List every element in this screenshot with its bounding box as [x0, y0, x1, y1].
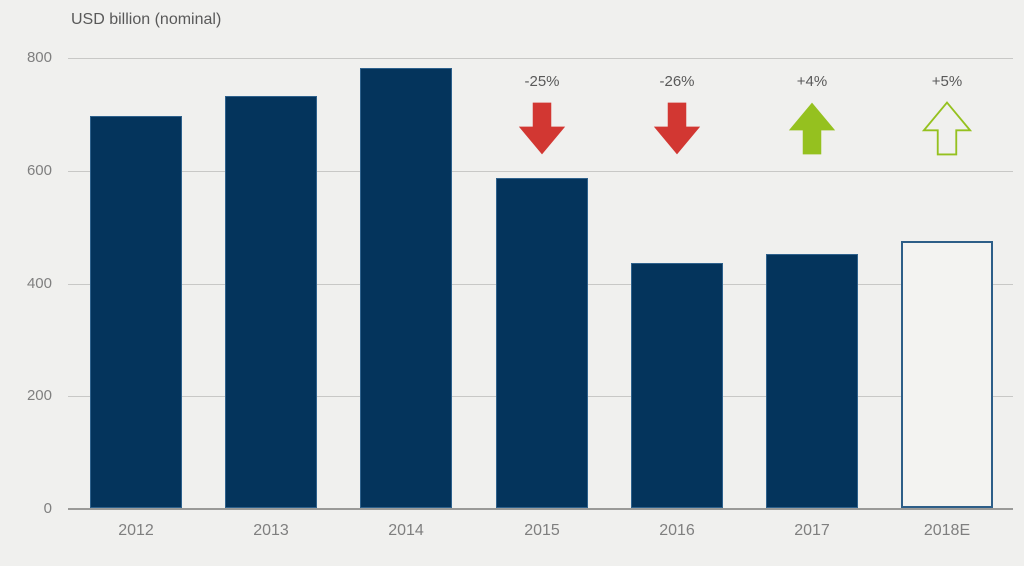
down-arrow-icon-2015 — [517, 100, 567, 157]
down-arrow-icon-2016 — [652, 100, 702, 157]
x-tick-label-2017: 2017 — [794, 522, 830, 539]
x-axis-line — [68, 508, 1013, 510]
change-label-2018E: +5% — [931, 73, 963, 90]
bar-2017 — [766, 254, 858, 508]
bar-2013 — [225, 96, 317, 508]
gridline-600 — [68, 170, 1013, 172]
gridline-800 — [68, 58, 1013, 59]
y-tick-label-600: 600 — [26, 161, 52, 179]
x-tick-label-2014: 2014 — [388, 522, 424, 539]
x-tick-label-2013: 2013 — [253, 522, 289, 539]
change-label-2017: +4% — [796, 73, 828, 90]
up-arrow-icon — [921, 101, 973, 156]
y-tick-label-0: 0 — [43, 500, 52, 517]
bar-2014 — [360, 68, 452, 508]
change-label-2015: -25% — [524, 73, 560, 90]
up-arrow-icon — [788, 102, 836, 155]
x-tick-label-2012: 2012 — [118, 522, 154, 539]
x-tick-label-2018E: 2018E — [923, 522, 971, 539]
up-arrow-icon-2017 — [787, 100, 837, 157]
change-label-2016: -26% — [659, 73, 695, 90]
y-tick-label-400: 400 — [26, 274, 52, 292]
up-arrow-icon-2018E — [921, 100, 973, 157]
y-tick-label-200: 200 — [26, 387, 52, 405]
x-tick-label-2015: 2015 — [524, 522, 560, 539]
down-arrow-icon — [653, 102, 701, 155]
bar-2012 — [90, 116, 182, 508]
bar-2018E — [901, 241, 993, 508]
bar-2015 — [496, 178, 588, 508]
x-tick-label-2016: 2016 — [659, 522, 695, 539]
y-tick-label-800: 800 — [26, 49, 52, 66]
chart-title: USD billion (nominal) — [71, 11, 222, 28]
bar-2016 — [631, 263, 723, 508]
down-arrow-icon — [518, 102, 566, 155]
